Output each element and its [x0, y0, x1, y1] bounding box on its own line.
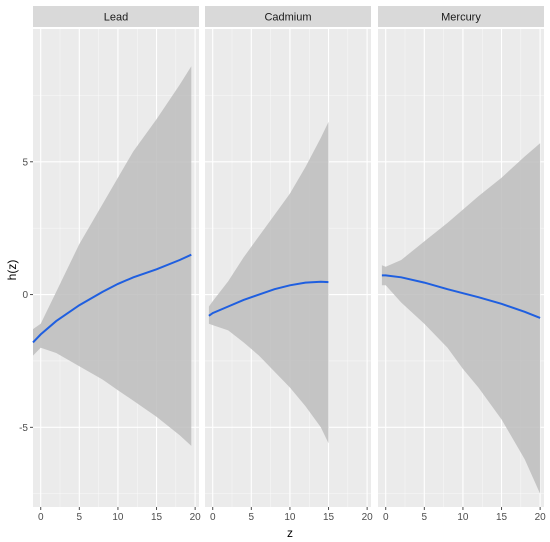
- panel-lead: Lead 0 5 10 15 20: [32, 6, 202, 523]
- x-tick-label: 15: [496, 512, 508, 523]
- x-tick-label: 15: [151, 512, 163, 523]
- y-tick-label: 5: [22, 157, 28, 168]
- x-tick-label: 5: [422, 512, 428, 523]
- panel-title: Cadmium: [264, 12, 311, 24]
- confidence-band: [33, 66, 192, 446]
- x-tick-label: 10: [457, 512, 469, 523]
- x-tick-label: 20: [190, 512, 202, 523]
- panel-title: Mercury: [441, 12, 481, 24]
- x-tick-label: 5: [77, 512, 83, 523]
- x-tick-label: 10: [112, 512, 124, 523]
- y-tick-label: 0: [22, 290, 28, 301]
- y-axis-title: h(z): [5, 260, 19, 281]
- x-tick-label: 5: [249, 512, 255, 523]
- x-tick-label: 0: [38, 512, 44, 523]
- x-tick-label: 0: [210, 512, 216, 523]
- x-tick-label: 20: [362, 512, 374, 523]
- panel-strip: [33, 6, 199, 27]
- estimate-line: [381, 274, 541, 319]
- x-tick-label: 20: [535, 512, 547, 523]
- panel-title: Lead: [104, 12, 128, 24]
- panel-strip: [378, 6, 544, 27]
- estimate-line: [32, 253, 192, 344]
- x-tick-label: 10: [284, 512, 296, 523]
- x-tick-label: 15: [323, 512, 335, 523]
- confidence-band: [208, 121, 329, 444]
- estimate-line: [208, 280, 329, 317]
- y-tick-label: -5: [19, 423, 28, 434]
- x-tick-label: 0: [383, 512, 389, 523]
- panel-cadmium: Cadmium 0 5 10 15 20: [205, 6, 373, 523]
- confidence-band: [381, 143, 541, 494]
- panel-mercury: Mercury 0 5 10 15 20: [378, 6, 546, 523]
- x-axis-title: z: [287, 526, 293, 540]
- panel-strip: [205, 6, 371, 27]
